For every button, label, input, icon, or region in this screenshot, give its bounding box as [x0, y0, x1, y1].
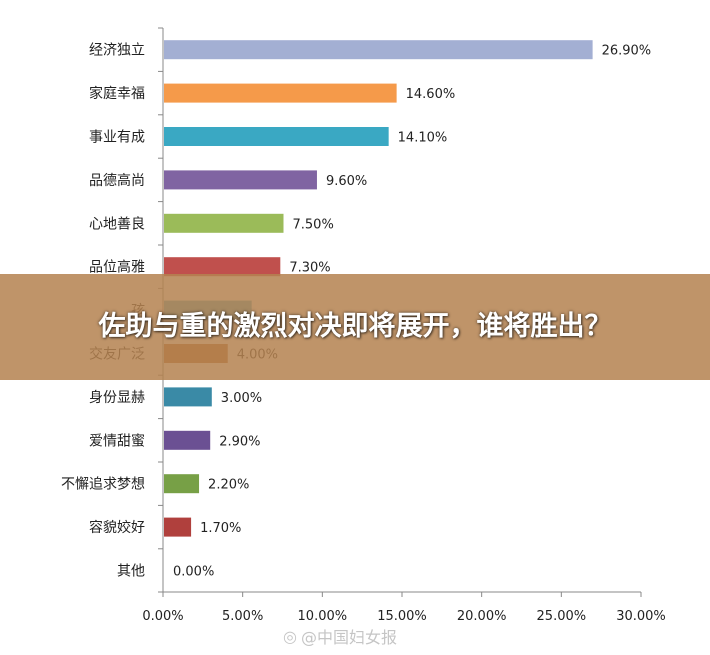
bar: [164, 213, 284, 233]
category-label: 经济独立: [89, 43, 145, 59]
category-label: 容貌姣好: [89, 519, 145, 536]
bar: [164, 170, 317, 190]
category-label: 心地善良: [89, 216, 145, 232]
value-label: 7.30%: [289, 261, 330, 276]
x-tick-label: 30.00%: [616, 609, 666, 624]
category-label: 家庭幸福: [89, 85, 145, 102]
category-label: 爱情甜蜜: [89, 433, 145, 449]
watermark-text: @中国妇女报: [300, 628, 397, 647]
value-label: 1.70%: [200, 521, 241, 536]
value-label: 2.90%: [219, 434, 260, 449]
bar: [164, 40, 593, 60]
watermark: ◎ @中国妇女报: [283, 624, 397, 648]
bar: [164, 517, 192, 537]
category-label: 其他: [117, 564, 145, 580]
category-label: 事业有成: [89, 130, 145, 146]
x-tick-label: 25.00%: [537, 609, 587, 624]
value-label: 14.10%: [398, 131, 448, 146]
category-label: 品德高尚: [89, 172, 145, 189]
weibo-icon: ◎: [283, 626, 297, 646]
category-label: 品位高雅: [89, 259, 145, 276]
headline-banner: 佐助与重的激烈对决即将展开，谁将胜出？: [0, 274, 710, 380]
value-label: 0.00%: [173, 565, 214, 580]
value-label: 9.60%: [326, 174, 367, 189]
bar: [164, 257, 281, 277]
bar: [164, 83, 397, 103]
category-label: 身份显赫: [89, 390, 145, 406]
headline-text: 佐助与重的激烈对决即将展开，谁将胜出？: [98, 311, 612, 342]
x-tick-label: 15.00%: [377, 609, 427, 624]
value-label: 14.60%: [406, 87, 456, 102]
x-tick-label: 20.00%: [457, 609, 507, 624]
category-label: 不懈追求梦想: [61, 476, 145, 493]
bar: [164, 387, 212, 407]
x-tick-label: 0.00%: [142, 609, 183, 624]
value-label: 3.00%: [221, 391, 262, 406]
bar: [164, 430, 211, 450]
x-tick-label: 5.00%: [222, 609, 263, 624]
bar: [164, 474, 200, 494]
x-tick-label: 10.00%: [298, 609, 348, 624]
value-label: 2.20%: [208, 478, 249, 493]
bar: [164, 127, 389, 146]
value-label: 7.50%: [293, 217, 334, 232]
value-label: 26.90%: [602, 44, 652, 59]
